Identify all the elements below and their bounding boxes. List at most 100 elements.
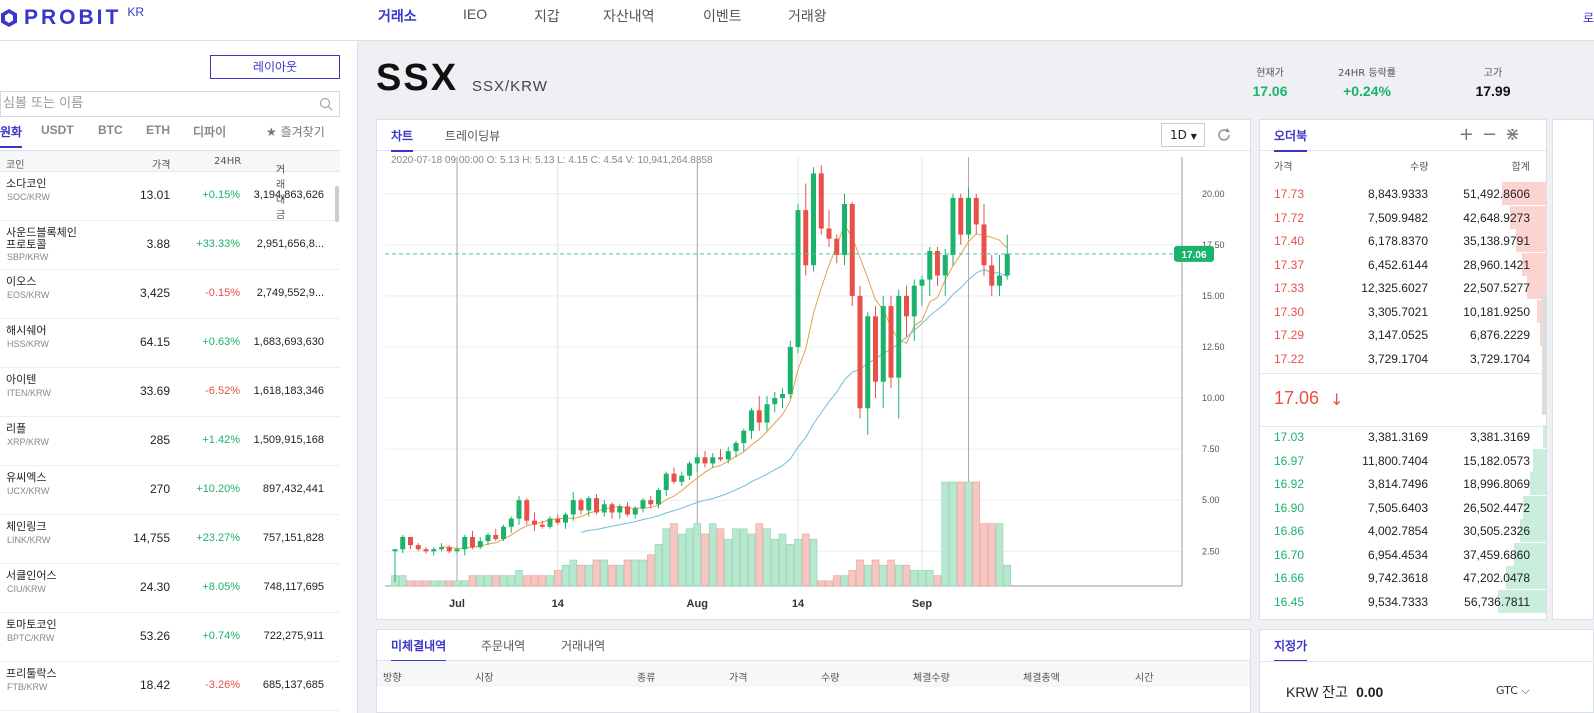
volume-bar xyxy=(499,575,508,587)
tab-krw[interactable]: 원화 xyxy=(0,123,23,148)
nav-login-link[interactable]: 로 xyxy=(1582,11,1594,25)
candle-body xyxy=(617,506,623,513)
coin-volume: 748,117,695 xyxy=(263,581,324,593)
coin-list-scrollbar[interactable] xyxy=(335,186,339,222)
bid-row[interactable]: 16.92 3,814.7496 18,996.8069 xyxy=(1260,472,1546,495)
candle-body xyxy=(919,279,925,286)
ask-row[interactable]: 17.33 12,325.6027 22,507.5277 xyxy=(1260,276,1546,299)
ob-qty: 6,954.4534 xyxy=(1367,547,1428,562)
stat-label: 24HR 등락률 xyxy=(1338,68,1396,79)
ob-total: 26,502.4472 xyxy=(1463,500,1530,515)
ask-row[interactable]: 17.29 3,147.0525 6,876.2229 xyxy=(1260,323,1546,346)
coin-name: 아이텐 xyxy=(6,374,37,386)
coin-row[interactable]: 이오스 EOS/KRW 3,425 -0.15% 2,749,552,9... xyxy=(0,270,340,319)
bid-row[interactable]: 16.97 11,800.7404 15,182.0573 xyxy=(1260,448,1546,472)
ask-row[interactable]: 17.37 6,452.6144 28,960.1421 xyxy=(1260,252,1546,276)
depth-bar xyxy=(1537,299,1546,323)
bid-row[interactable]: 16.86 4,002.7854 30,505.2326 xyxy=(1260,519,1546,542)
probit-logo-icon xyxy=(1,9,17,27)
ask-row[interactable]: 17.72 7,509.9482 42,648.9273 xyxy=(1260,205,1546,229)
ob-qty: 4,002.7854 xyxy=(1367,524,1428,538)
coin-price: 13.01 xyxy=(139,188,170,202)
nav-asset-history[interactable]: 자산내역 xyxy=(603,8,655,24)
col-coin[interactable]: 코인 xyxy=(6,160,25,171)
coin-row[interactable]: 해시쉐어 HSS/KRW 64.15 +0.63% 1,683,693,630 xyxy=(0,319,340,368)
orderbook-scrollbar[interactable] xyxy=(1542,295,1546,415)
tab-trade-history[interactable]: 거래내역 xyxy=(561,639,606,653)
search-icon[interactable] xyxy=(319,97,333,111)
bid-row[interactable]: 16.90 7,505.6403 26,502.4472 xyxy=(1260,495,1546,519)
candle-body xyxy=(663,473,669,490)
ask-row[interactable]: 17.22 3,729.1704 3,729.1704 xyxy=(1260,346,1546,370)
nav-exchange[interactable]: 거래소 xyxy=(378,8,417,24)
tab-defi[interactable]: 디파이 xyxy=(193,125,227,139)
tab-chart[interactable]: 차트 xyxy=(391,127,414,152)
col-24hr[interactable]: 24HR xyxy=(214,156,242,167)
coin-row[interactable]: 토마토코인 BPTC/KRW 53.26 +0.74% 722,275,911 xyxy=(0,613,340,662)
volume-bar xyxy=(832,575,841,587)
coin-change: +10.20% xyxy=(196,483,240,495)
coin-name: 토마토코인 xyxy=(6,619,57,631)
coin-row[interactable]: 체인링크 LINK/KRW 14,755 +23.27% 757,151,828 xyxy=(0,515,340,564)
layout-button[interactable]: 레이아웃 xyxy=(210,55,340,79)
coin-row[interactable]: 리플 XRP/KRW 285 +1.42% 1,509,915,168 xyxy=(0,417,340,466)
bid-row[interactable]: 16.66 9,742.3618 47,202.0478 xyxy=(1260,566,1546,589)
sort-down-icon: ⌵ xyxy=(276,161,284,172)
market-symbol: SSX xyxy=(376,57,459,99)
volume-bar xyxy=(553,570,562,587)
ask-row[interactable]: 17.73 8,843.9333 51,492.8606 xyxy=(1260,182,1546,205)
candle-body xyxy=(942,255,948,276)
coin-volume: 1,618,183,346 xyxy=(253,385,324,397)
coin-row[interactable]: 유씨엑스 UCX/KRW 270 +10.20% 897,432,441 xyxy=(0,466,340,515)
reset-chart-icon[interactable] xyxy=(1215,126,1233,144)
coin-change: +0.15% xyxy=(202,189,240,201)
bid-row[interactable]: 16.45 9,534.7333 56,736.7811 xyxy=(1260,589,1546,613)
tab-order-history[interactable]: 주문내역 xyxy=(481,639,526,653)
coin-search-input[interactable]: 심볼 또는 이름 xyxy=(0,91,340,117)
ask-row[interactable]: 17.40 6,178.8370 35,138.9791 xyxy=(1260,229,1546,252)
coin-change: +23.27% xyxy=(196,532,240,544)
tif-select[interactable]: GTC ⌵ xyxy=(1496,684,1530,698)
ob-price: 16.70 xyxy=(1274,547,1305,562)
collapse-icon[interactable]: ⋇ xyxy=(1504,124,1528,145)
tab-tradingview[interactable]: 트레이딩뷰 xyxy=(445,129,501,143)
y-tick-label: 20.00 xyxy=(1202,189,1225,199)
ob-total: 3,729.1704 xyxy=(1469,351,1530,366)
timeframe-select[interactable]: 1D ▼ xyxy=(1161,123,1205,147)
volume-bar xyxy=(747,533,756,587)
nav-trading-king[interactable]: 거래왕 xyxy=(788,8,827,24)
volume-bar xyxy=(863,564,872,587)
favorites-tab[interactable]: ★ 즐겨찾기 xyxy=(266,123,325,140)
y-tick-label: 12.50 xyxy=(1202,342,1225,352)
ob-price: 16.45 xyxy=(1274,594,1305,609)
coin-row[interactable]: 프리툴락스 FTB/KRW 18.42 -3.26% 685,137,685 xyxy=(0,662,340,711)
price-chart[interactable]: 2.50 5.00 7.50 10.00 12.50 15.00 17.50 20.00 Jul… xyxy=(377,151,1250,619)
bid-row[interactable]: 17.03 3,381.3169 3,381.3169 xyxy=(1260,425,1546,448)
nav-ieo[interactable]: IEO xyxy=(463,6,488,22)
nav-wallet[interactable]: 지갑 xyxy=(534,8,560,24)
coin-row[interactable]: 아이텐 ITEN/KRW 33.69 -6.52% 1,618,183,346 xyxy=(0,368,340,417)
tab-limit[interactable]: 지정가 xyxy=(1274,637,1308,662)
tab-orderbook[interactable]: 오더북 xyxy=(1274,127,1308,152)
zoom-in-icon[interactable]: + xyxy=(1458,124,1482,145)
ask-row[interactable]: 17.30 3,305.7021 10,181.9250 xyxy=(1260,299,1546,323)
coin-row[interactable]: 사운드블록체인 프로토콜 SBP/KRW 3.88 +33.33% 2,951,656,… xyxy=(0,221,340,270)
coin-row[interactable]: 서클인어스 CIU/KRW 24.30 +8.05% 748,117,695 xyxy=(0,564,340,613)
coin-volume: 897,432,441 xyxy=(262,483,324,495)
bid-row[interactable]: 16.70 6,954.4534 37,459.6860 xyxy=(1260,542,1546,566)
tab-open-orders[interactable]: 미체결내역 xyxy=(391,637,447,662)
tab-eth[interactable]: ETH xyxy=(146,123,170,137)
col-filled-total: 체결총액 xyxy=(1023,673,1060,684)
stat-24hr-change: 24HR 등락률 +0.24% xyxy=(1322,64,1412,99)
zoom-out-icon[interactable]: − xyxy=(1481,124,1505,145)
probit-logo[interactable]: PROBIT KR xyxy=(0,5,144,30)
col-price[interactable]: 가격 xyxy=(152,160,171,171)
tab-usdt[interactable]: USDT xyxy=(41,123,74,137)
coin-name: 서클인어스 xyxy=(6,570,57,582)
ob-total: 37,459.6860 xyxy=(1463,547,1530,562)
nav-events[interactable]: 이벤트 xyxy=(703,8,742,24)
stat-label: 고가 xyxy=(1483,68,1503,79)
x-tick-label: Sep xyxy=(912,598,932,610)
tab-btc[interactable]: BTC xyxy=(98,123,123,137)
coin-row[interactable]: 소다코인 SOC/KRW 13.01 +0.15% 3,194,863,626 xyxy=(0,172,340,221)
